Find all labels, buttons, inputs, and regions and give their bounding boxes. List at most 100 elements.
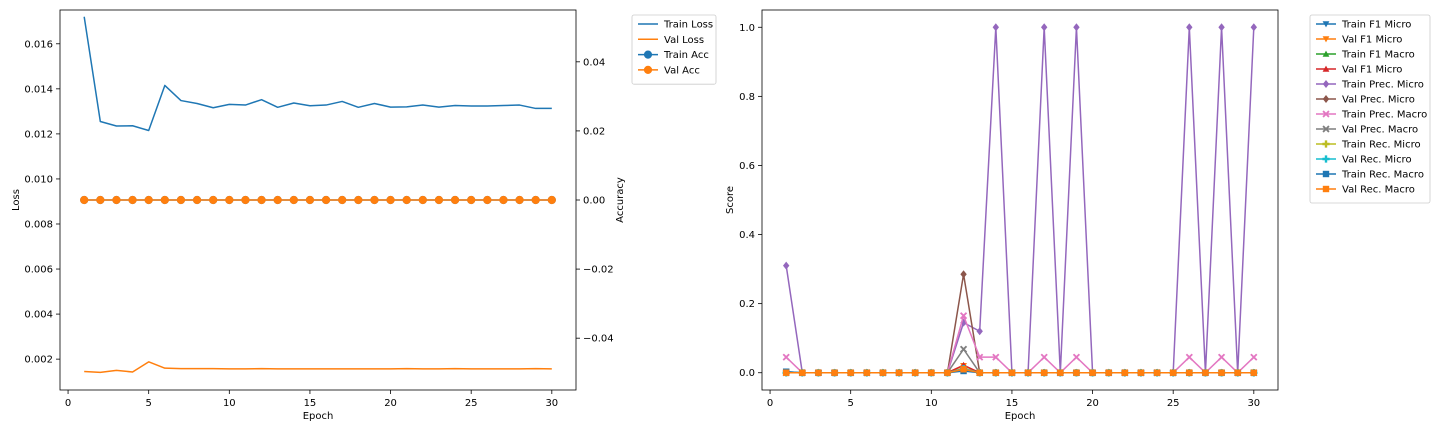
loss-accuracy-chart: 0 5 10 15 20 25 30 0.002 0.004 0.006 0.008 0.010 0.0… xyxy=(11,9,717,422)
data-point xyxy=(273,195,282,205)
y-tick-label: 0.004 xyxy=(24,310,53,321)
data-point xyxy=(815,369,822,376)
data-point xyxy=(1217,353,1226,361)
legend-marker xyxy=(1322,155,1330,163)
data-point xyxy=(847,369,854,376)
data-point xyxy=(1185,353,1193,361)
y-tick-label: 1.0 xyxy=(739,23,755,34)
data-point xyxy=(96,195,105,205)
plot-area xyxy=(782,23,1258,377)
y-tick-label: 0.6 xyxy=(739,161,755,172)
data-point xyxy=(192,195,202,205)
data-point xyxy=(1250,353,1258,361)
axes-frame xyxy=(761,9,1279,391)
x-tick-label: 10 xyxy=(925,398,938,409)
x-tick-label: 20 xyxy=(1086,398,1099,409)
series-line xyxy=(786,365,1254,374)
x-tick-label: 15 xyxy=(1006,398,1019,409)
legend-label: Train Rec. Macro xyxy=(1341,170,1424,181)
x-tick-label: 0 xyxy=(767,398,773,409)
series-line xyxy=(786,368,1254,374)
legend-label: Val F1 Micro xyxy=(1342,65,1402,76)
data-point xyxy=(863,369,871,376)
y-axis-label: Loss xyxy=(11,189,22,211)
y2-tick-label: 0.00 xyxy=(583,196,605,207)
legend-marker xyxy=(1322,185,1330,193)
legend-label: Val F1 Micro xyxy=(1342,35,1402,46)
data-point xyxy=(450,195,460,205)
data-point xyxy=(928,369,935,376)
y-tick-label: 0.002 xyxy=(24,355,53,366)
x-axis-label: Epoch xyxy=(1005,411,1036,422)
data-point xyxy=(799,369,806,376)
data-point xyxy=(144,195,153,205)
plot-area xyxy=(80,16,556,374)
legend-box xyxy=(1309,14,1431,204)
x-tick-label: 30 xyxy=(545,398,558,409)
data-point xyxy=(782,353,790,361)
legend-marker xyxy=(1322,140,1330,148)
data-point xyxy=(959,345,968,353)
data-point xyxy=(911,369,919,376)
data-point xyxy=(992,369,1000,376)
x-tick-label: 10 xyxy=(223,398,236,409)
legend-marker xyxy=(1322,21,1330,28)
y-tick-label: 0.2 xyxy=(739,299,755,310)
data-point xyxy=(176,195,186,205)
series-line xyxy=(786,364,1254,374)
data-point xyxy=(1040,369,1048,376)
data-point xyxy=(976,353,984,361)
data-point xyxy=(782,261,790,270)
data-point xyxy=(1202,369,1209,376)
data-point xyxy=(1218,23,1225,32)
legend-marker xyxy=(1322,36,1330,43)
data-point xyxy=(992,353,1000,361)
data-point xyxy=(1121,369,1129,376)
series-line xyxy=(84,361,552,374)
legend-box xyxy=(631,14,717,85)
y2-tick-label: 0.02 xyxy=(583,126,605,137)
data-point xyxy=(483,195,492,205)
legend-label: Val Acc xyxy=(664,65,700,76)
y-tick-label: 0.010 xyxy=(24,174,53,185)
data-point xyxy=(895,369,903,376)
legend-marker xyxy=(1322,65,1330,72)
data-point xyxy=(1040,353,1048,361)
y-tick-label: 0.8 xyxy=(739,92,755,103)
data-point xyxy=(1186,369,1193,376)
data-point xyxy=(128,195,137,205)
series-line xyxy=(786,273,1254,374)
legend-label: Train Prec. Micro xyxy=(1341,80,1424,91)
data-point xyxy=(1057,369,1064,376)
data-point xyxy=(386,195,395,205)
data-point xyxy=(547,195,556,205)
data-point xyxy=(305,195,315,205)
legend-marker xyxy=(1322,95,1330,103)
legend-marker xyxy=(1322,50,1330,57)
data-point xyxy=(354,195,363,205)
legend-label: Train Rec. Micro xyxy=(1341,140,1421,151)
data-point xyxy=(112,195,121,205)
x-tick-label: 5 xyxy=(848,398,854,409)
data-point xyxy=(1250,369,1258,376)
x-tick-label: 25 xyxy=(1167,398,1180,409)
data-point xyxy=(418,195,427,205)
data-point xyxy=(960,366,967,373)
y2-tick-label: 0.04 xyxy=(583,57,605,68)
data-point xyxy=(499,195,508,205)
data-point xyxy=(1250,23,1258,32)
y-axis-label: Score xyxy=(725,186,736,214)
data-point xyxy=(515,195,524,205)
data-point xyxy=(1218,369,1225,376)
data-point xyxy=(467,195,476,205)
data-point xyxy=(338,195,347,205)
data-point xyxy=(992,23,1000,32)
data-point xyxy=(960,270,967,279)
data-point xyxy=(80,195,89,205)
y2-axis-label: Accuracy xyxy=(615,177,626,223)
data-point xyxy=(209,195,218,205)
data-point xyxy=(1234,369,1241,376)
data-point xyxy=(1072,353,1081,361)
y-tick-label: 0.012 xyxy=(24,129,53,140)
data-point xyxy=(370,195,379,205)
